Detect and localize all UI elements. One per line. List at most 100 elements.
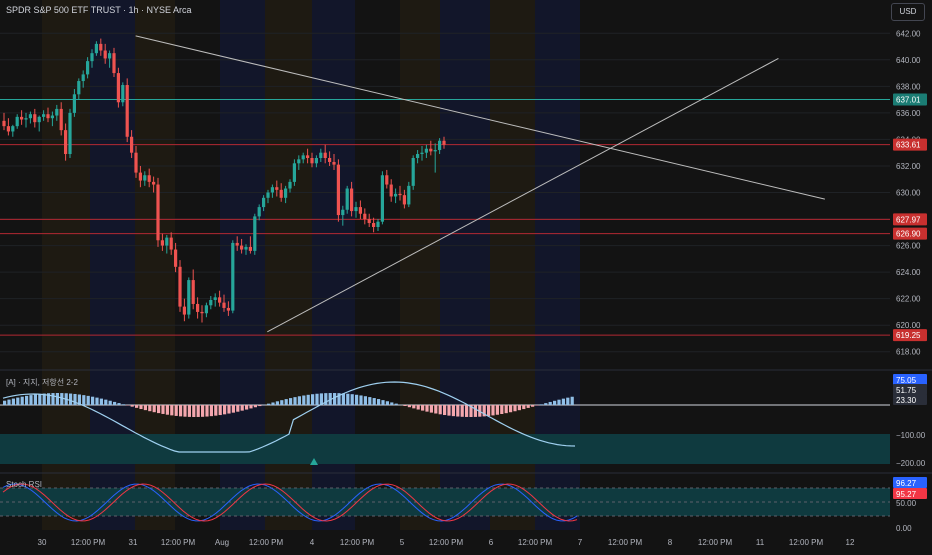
time-tick-label: 11 [756, 538, 765, 547]
histogram-bar [170, 405, 173, 415]
time-tick-label: 7 [578, 538, 583, 547]
histogram-bar [557, 400, 560, 405]
histogram-bar [276, 401, 279, 405]
time-tick-label: 12:00 PM [71, 538, 106, 547]
histogram-bar [368, 397, 371, 405]
candle-body [319, 153, 322, 158]
histogram-bar [157, 405, 160, 413]
candle-body [398, 194, 401, 195]
candle-body [407, 186, 410, 205]
level-badge-label: 627.97 [896, 215, 921, 224]
histogram-bar [82, 395, 85, 405]
candle-body [372, 223, 375, 227]
candle-body [442, 141, 445, 145]
histogram-bar [135, 405, 138, 408]
time-tick-label: Aug [215, 538, 229, 547]
candle-body [249, 247, 252, 251]
candle-body [394, 194, 397, 197]
histogram-bar [491, 405, 494, 415]
histogram-bar [377, 399, 380, 405]
histogram-bar [223, 405, 226, 414]
price-tick-label: 624.00 [896, 268, 921, 277]
candle-body [310, 158, 313, 163]
candle-body [170, 238, 173, 250]
price-tick-label: 618.00 [896, 348, 921, 357]
candle-body [51, 116, 54, 119]
currency-button[interactable]: USD [891, 3, 925, 21]
price-tick-label: 632.00 [896, 162, 921, 171]
histogram-bar [487, 405, 490, 416]
histogram-bar [60, 393, 63, 405]
time-tick-label: 6 [489, 538, 494, 547]
candle-body [350, 189, 353, 212]
price-tick-label: 638.00 [896, 82, 921, 91]
histogram-bar [56, 393, 59, 405]
candle-body [38, 117, 41, 122]
histogram-bar [434, 405, 437, 414]
candle-body [302, 155, 305, 159]
histogram-bar [21, 397, 24, 405]
candle-body [258, 207, 261, 216]
histogram-bar [179, 405, 182, 416]
histogram-bar [16, 398, 19, 405]
candle-body [7, 126, 10, 131]
histogram-bar [131, 405, 134, 407]
histogram-bar [302, 395, 305, 405]
candle-body [376, 222, 379, 227]
candle-body [420, 153, 423, 154]
histogram-bar [25, 396, 28, 405]
candle-body [341, 210, 344, 215]
histogram-bar [443, 405, 446, 415]
histogram-bar [544, 403, 547, 405]
histogram-bar [386, 401, 389, 405]
candle-body [271, 187, 274, 192]
histogram-bar [549, 402, 552, 405]
candle-body [332, 162, 335, 165]
candle-body [390, 185, 393, 197]
histogram-bar [505, 405, 508, 413]
histogram-bar [408, 405, 411, 407]
candle-body [324, 153, 327, 158]
histogram-bar [553, 401, 556, 405]
candle-body [148, 175, 151, 182]
price-axis: 642.00640.00638.00636.00634.00632.00630.… [893, 29, 927, 356]
histogram-bar [7, 400, 10, 405]
histogram-bar [439, 405, 442, 414]
price-tick-label: 640.00 [896, 56, 921, 65]
histogram-bar [364, 396, 367, 405]
histogram-bar [289, 398, 292, 405]
histogram-bar [562, 399, 565, 405]
histogram-bar [201, 405, 204, 417]
candle-body [214, 297, 217, 300]
candle-body [77, 81, 80, 94]
level-badge-label: 626.90 [896, 230, 921, 239]
histogram-bar [267, 404, 270, 405]
histogram-bar [192, 405, 195, 417]
candle-body [126, 85, 129, 137]
histogram-bar [307, 395, 310, 405]
candle-body [262, 198, 265, 207]
candle-body [315, 158, 318, 163]
histogram-bar [430, 405, 433, 413]
histogram-bar [298, 396, 301, 405]
time-tick-label: 5 [400, 538, 405, 547]
histogram-bar [381, 400, 384, 405]
histogram-bar [425, 405, 428, 412]
histogram-bar [346, 394, 349, 405]
price-tick-label: 636.00 [896, 109, 921, 118]
histogram-bar [38, 394, 41, 405]
histogram-bar [513, 405, 516, 411]
histogram-bar [69, 394, 72, 405]
histogram-bar [311, 394, 314, 405]
time-tick-label: 12:00 PM [518, 538, 553, 547]
time-tick-label: 8 [668, 538, 673, 547]
candle-body [416, 154, 419, 158]
histogram-bar [373, 398, 376, 405]
histogram-bar [355, 395, 358, 405]
stoch-d-label: 95.27 [896, 490, 917, 499]
candle-body [187, 280, 190, 315]
histogram-bar [153, 405, 156, 412]
